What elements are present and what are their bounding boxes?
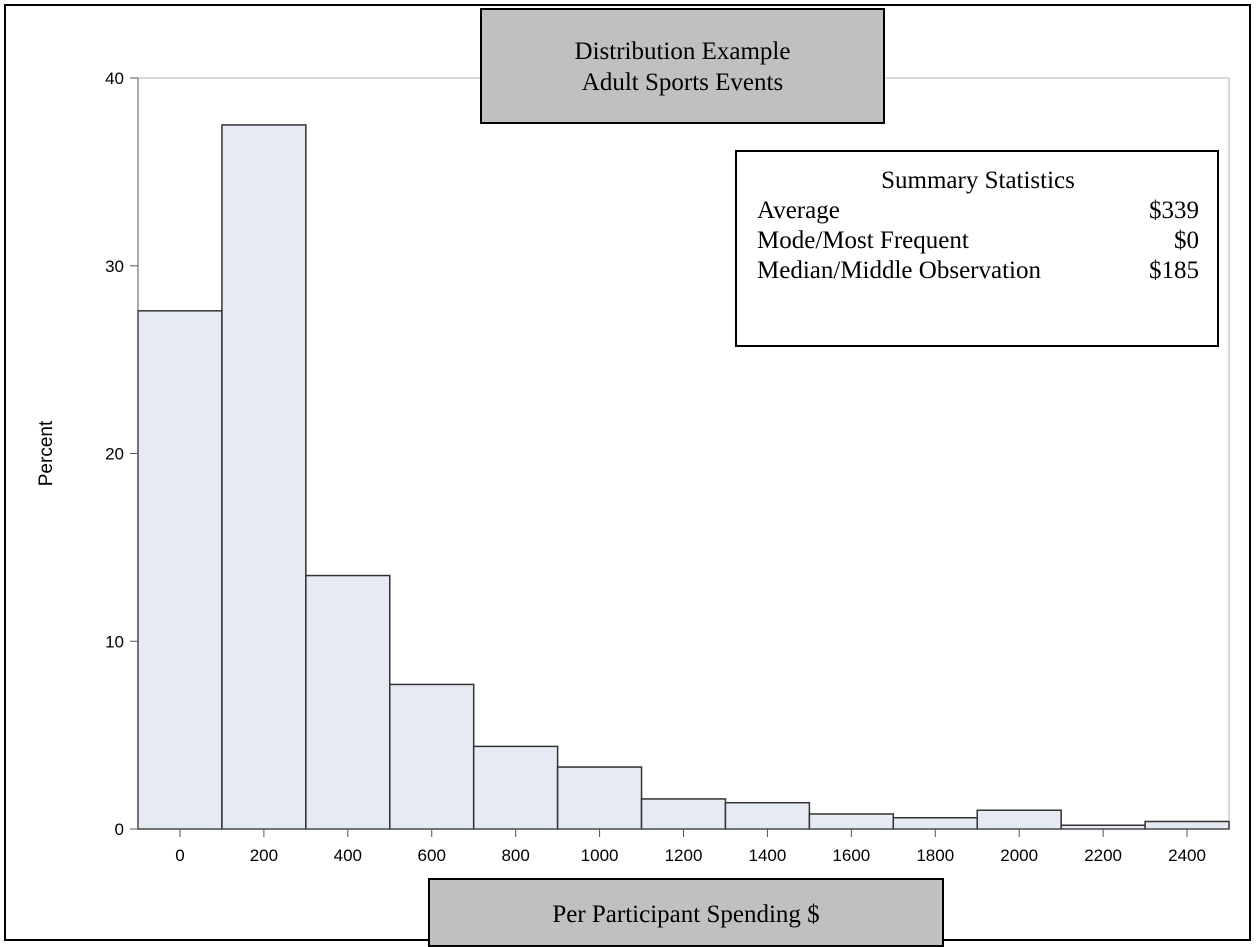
histogram-bar	[892, 816, 978, 830]
histogram-bar	[137, 310, 223, 830]
histogram-bar	[305, 574, 391, 830]
x-tick-label: 600	[418, 846, 446, 865]
summary-statistics-title: Summary Statistics	[881, 167, 1075, 194]
histogram-bar	[389, 683, 475, 830]
histogram-bar	[472, 745, 559, 830]
y-tick-label: 20	[105, 445, 124, 464]
summary-label: Mode/Most Frequent	[757, 227, 969, 254]
x-tick-label: 0	[175, 846, 184, 865]
histogram-bar	[808, 813, 895, 830]
chart-title-line-2: Adult Sports Events	[581, 69, 784, 96]
x-tick-label: 2200	[1084, 846, 1122, 865]
y-tick-label: 40	[105, 69, 124, 88]
x-tick-label: 200	[250, 846, 278, 865]
y-tick-label: 0	[115, 820, 124, 839]
x-tick-label: 2400	[1168, 846, 1206, 865]
summary-label: Median/Middle Observation	[757, 257, 1041, 284]
x-tick-label: 1200	[665, 846, 703, 865]
summary-value: $339	[1149, 197, 1199, 224]
x-tick-label: 1000	[581, 846, 619, 865]
summary-value: $0	[1174, 227, 1199, 254]
chart-title-box: Distribution Example Adult Sports Events	[480, 8, 885, 124]
x-axis-title-box: Per Participant Spending $	[428, 878, 944, 947]
x-tick-label: 800	[501, 846, 529, 865]
histogram-bar	[1144, 820, 1230, 830]
summary-row-average: Average $339	[757, 196, 1199, 226]
summary-row-median: Median/Middle Observation $185	[757, 256, 1199, 286]
summary-statistics-box: Summary Statistics Average $339 Mode/Mos…	[735, 150, 1219, 347]
summary-label: Average	[757, 197, 840, 224]
summary-value: $185	[1149, 257, 1199, 284]
histogram-bar	[640, 798, 727, 830]
x-tick-label: 2000	[1000, 846, 1038, 865]
histogram-bar	[556, 766, 643, 830]
histogram-bar	[221, 124, 307, 830]
histogram-bar	[1060, 824, 1146, 830]
y-tick-label: 30	[105, 257, 124, 276]
y-axis-title: Percent	[36, 420, 57, 486]
histogram-bar	[976, 809, 1062, 830]
chart-title-line-1: Distribution Example	[574, 38, 791, 65]
x-axis-title: Per Participant Spending $	[552, 901, 820, 928]
summary-row-mode: Mode/Most Frequent $0	[757, 226, 1199, 256]
histogram-bar	[724, 801, 811, 830]
x-tick-label: 1400	[749, 846, 787, 865]
y-tick-label: 10	[105, 632, 124, 651]
x-tick-label: 1600	[832, 846, 870, 865]
x-tick-label: 1800	[916, 846, 954, 865]
x-tick-label: 400	[334, 846, 362, 865]
